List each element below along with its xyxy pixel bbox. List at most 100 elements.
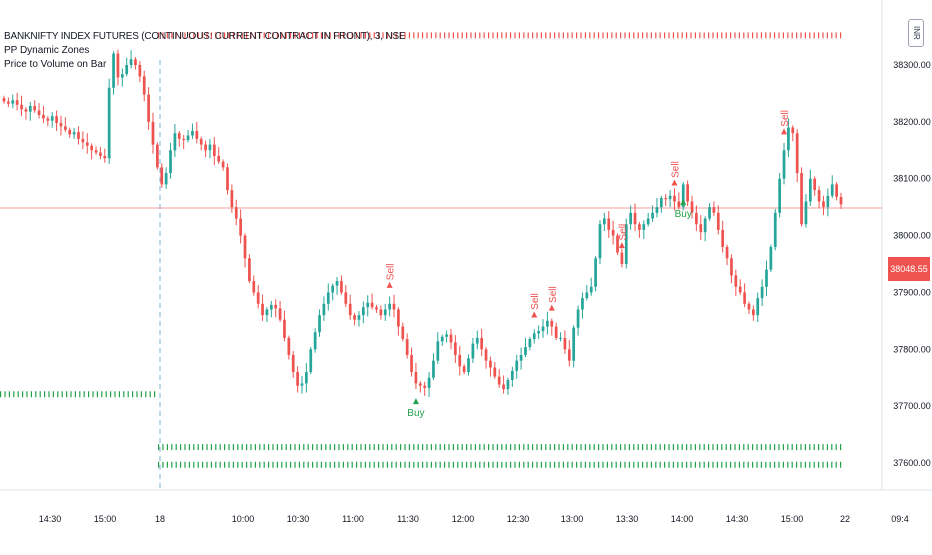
- candle-body: [318, 315, 321, 333]
- candle-body: [116, 53, 120, 78]
- candle-body: [265, 309, 269, 316]
- candle-body: [668, 195, 672, 200]
- candle-body: [226, 167, 229, 191]
- candle-body: [817, 190, 821, 202]
- candle-body: [804, 201, 808, 225]
- candle-body: [81, 138, 85, 143]
- candle-body: [830, 184, 834, 196]
- candle-body: [243, 235, 247, 259]
- candle-body: [107, 87, 111, 159]
- y-tick-label: 38200.00: [893, 117, 931, 127]
- candle-body: [344, 292, 348, 304]
- candle-body: [278, 308, 282, 320]
- candle-body: [50, 116, 54, 121]
- candle-body: [585, 292, 589, 299]
- candle-body: [423, 385, 427, 388]
- y-tick-label: 37700.00: [893, 401, 931, 411]
- candle-body: [72, 132, 76, 135]
- candle-body: [77, 132, 80, 139]
- candle-body: [68, 129, 72, 135]
- candle-body: [747, 303, 751, 310]
- candle-body: [256, 292, 260, 304]
- candle-body: [484, 349, 488, 361]
- candle-body: [252, 281, 256, 293]
- chart-legend: BANKNIFTY INDEX FUTURES (CONTINUOUS: CUR…: [4, 30, 406, 72]
- candle-body: [37, 110, 41, 116]
- candle-body: [563, 337, 567, 350]
- y-tick-label: 37600.00: [893, 458, 931, 468]
- candle-body: [2, 97, 6, 102]
- candle-body: [445, 334, 448, 337]
- candle-body: [528, 339, 532, 348]
- candle-body: [629, 212, 633, 225]
- candle-body: [418, 383, 422, 386]
- candle-body: [212, 144, 216, 156]
- candle-body: [795, 133, 799, 174]
- candle-body: [458, 354, 462, 367]
- sell-arrow: [548, 304, 555, 311]
- candle-body: [134, 59, 137, 65]
- candle-body: [410, 354, 413, 373]
- candle-body: [611, 229, 615, 236]
- candle-body: [510, 370, 514, 380]
- candle-body: [353, 315, 356, 320]
- candle-body: [751, 309, 755, 316]
- candle-body: [361, 307, 365, 316]
- currency-button[interactable]: INR: [908, 19, 924, 47]
- candle-body: [169, 150, 172, 174]
- candle-body: [725, 246, 729, 259]
- candle-body: [309, 349, 313, 373]
- candle-body: [427, 377, 431, 388]
- sell-arrow: [618, 242, 625, 249]
- candle-body: [7, 101, 10, 104]
- candle-body: [756, 298, 760, 316]
- x-tick-label: 15:00: [94, 514, 117, 524]
- candle-body: [239, 218, 242, 236]
- candle-body: [826, 195, 830, 208]
- indicator-label-price-volume[interactable]: Price to Volume on Bar: [4, 59, 107, 70]
- y-tick-label: 38100.00: [893, 174, 931, 184]
- x-tick-label: 11:00: [342, 514, 364, 524]
- candle-body: [182, 138, 186, 141]
- candle-body: [532, 333, 536, 340]
- symbol-title[interactable]: BANKNIFTY INDEX FUTURES (CONTINUOUS: CUR…: [4, 31, 406, 42]
- candle-body: [576, 309, 580, 328]
- candle-body: [269, 304, 273, 310]
- x-tick-label: 14:30: [39, 514, 62, 524]
- candle-body: [11, 100, 15, 104]
- candle-body: [142, 76, 146, 95]
- candle-body: [63, 126, 67, 130]
- candle-body: [112, 53, 115, 88]
- sell-label: Sell: [780, 110, 791, 127]
- candle-body: [449, 334, 453, 343]
- candle-body: [633, 212, 637, 225]
- candle-body: [326, 292, 330, 304]
- candle-body: [541, 326, 545, 332]
- candle-body: [397, 309, 400, 327]
- candle-body: [129, 59, 133, 65]
- candle-body: [370, 302, 374, 308]
- candle-body: [594, 258, 597, 287]
- candle-body: [432, 360, 435, 378]
- indicator-label-pp-dynamic-zones[interactable]: PP Dynamic Zones: [4, 45, 90, 56]
- candle-body: [506, 379, 510, 390]
- candle-body: [743, 292, 746, 304]
- candle-body: [164, 173, 168, 185]
- candle-body: [230, 190, 234, 208]
- candle-body: [204, 144, 207, 151]
- candle-body: [690, 201, 694, 213]
- x-tick-label: 09:4: [891, 514, 909, 524]
- x-tick-label: 14:00: [671, 514, 694, 524]
- candle-body: [392, 303, 396, 310]
- candle-body: [20, 104, 23, 110]
- candle-body: [405, 339, 409, 355]
- candle-body: [195, 130, 199, 139]
- candle-body: [186, 135, 190, 141]
- candle-body: [760, 286, 764, 299]
- candle-body: [313, 332, 317, 350]
- sell-arrow: [781, 128, 788, 135]
- candle-body: [607, 218, 611, 230]
- candle-body: [787, 127, 790, 151]
